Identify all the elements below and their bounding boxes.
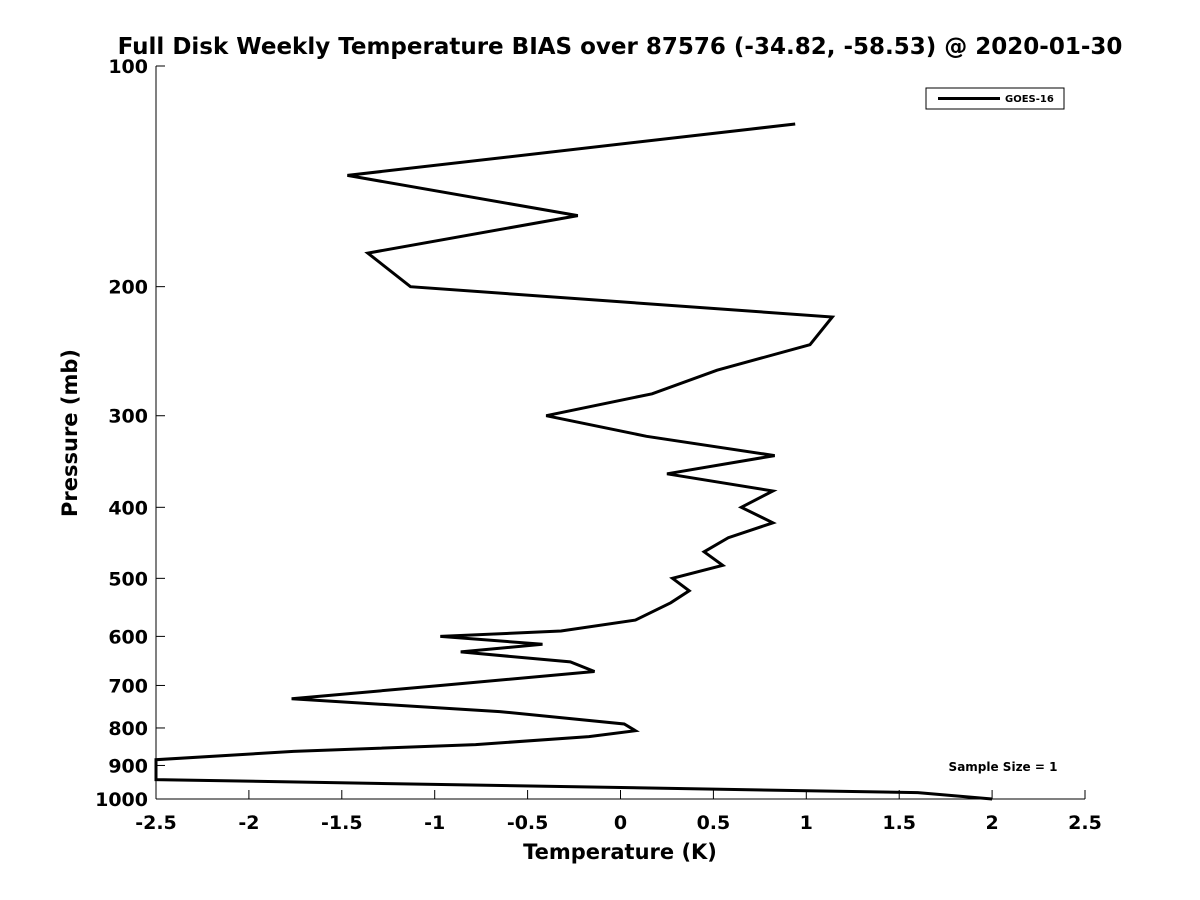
x-tick-label: 0.5 (697, 812, 731, 834)
x-tick-label: -1 (424, 812, 445, 834)
x-tick-label: -0.5 (507, 812, 549, 834)
y-tick-label: 400 (108, 497, 148, 519)
x-tick-label: 0 (614, 812, 627, 834)
y-tick-label: 900 (108, 755, 148, 777)
y-ticks: 100 200 300 400 500 600 700 800 900 1000 (95, 56, 165, 811)
x-tick-label: -2.5 (135, 812, 177, 834)
x-axis-label: Temperature (K) (523, 840, 717, 864)
y-tick-label: 600 (108, 626, 148, 648)
series-group (154, 122, 993, 801)
y-tick-label: 300 (108, 406, 148, 428)
legend: GOES-16 (925, 87, 1065, 110)
x-tick-label: 1.5 (882, 812, 916, 834)
x-tick-label: -1.5 (321, 812, 363, 834)
y-tick-label: 100 (108, 56, 148, 78)
x-tick-label: 1 (800, 812, 813, 834)
x-tick-label: 2 (985, 812, 998, 834)
x-tick-label: -2 (238, 812, 259, 834)
y-tick-label: 800 (108, 718, 148, 740)
y-tick-label: 500 (108, 568, 148, 590)
y-tick-label: 200 (108, 277, 148, 299)
sample-size-annotation: Sample Size = 1 (949, 760, 1058, 774)
legend-label-goes-16: GOES-16 (1005, 94, 1054, 105)
y-tick-label: 1000 (95, 789, 148, 811)
y-axis-label: Pressure (mb) (58, 349, 82, 517)
series-line-goes-16 (154, 122, 993, 801)
x-ticks: -2.5 -2 -1.5 -1 -0.5 0 0.5 1 1.5 2 2.5 (135, 790, 1102, 834)
y-tick-label: 700 (108, 675, 148, 697)
chart-title: Full Disk Weekly Temperature BIAS over 8… (118, 34, 1123, 60)
x-tick-label: 2.5 (1068, 812, 1102, 834)
